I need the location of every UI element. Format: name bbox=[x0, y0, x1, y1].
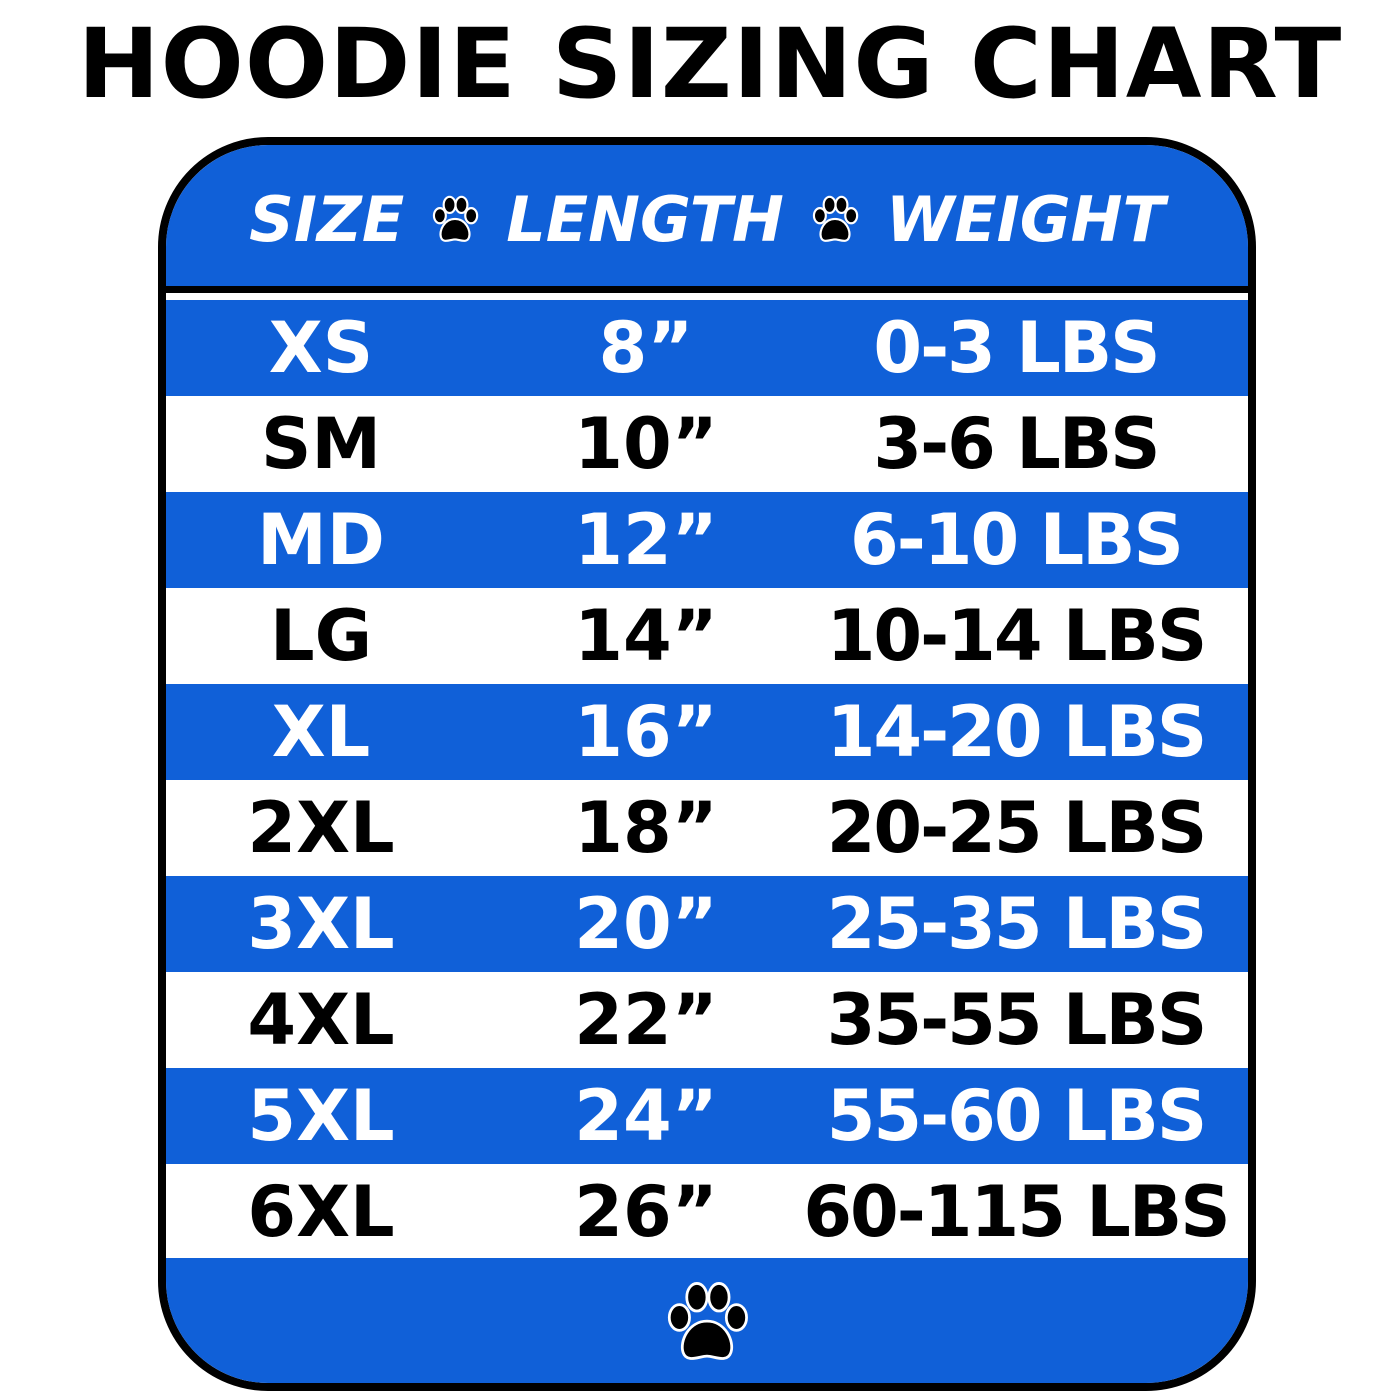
table-footer bbox=[166, 1258, 1248, 1383]
weight-cell: 25-35 LBS bbox=[826, 883, 1208, 965]
size-cell: 5XL bbox=[247, 1075, 395, 1157]
header-size: SIZE bbox=[249, 183, 405, 256]
paw-icon bbox=[812, 195, 859, 242]
length-cell: 8” bbox=[598, 307, 694, 389]
sizing-table: SIZE LENGTH WEIGHT XS 8” 0-3 LBS SM 10” 3-6 L… bbox=[158, 137, 1256, 1391]
table-row: XL 16” 14-20 LBS bbox=[166, 684, 1248, 780]
table-row: 5XL 24” 55-60 LBS bbox=[166, 1068, 1248, 1164]
paw-icon bbox=[433, 195, 479, 242]
weight-cell: 6-10 LBS bbox=[850, 499, 1184, 581]
header-length: LENGTH bbox=[506, 183, 784, 256]
table-row: 3XL 20” 25-35 LBS bbox=[166, 876, 1248, 972]
table-row: SM 10” 3-6 LBS bbox=[166, 396, 1248, 492]
length-cell: 26” bbox=[574, 1171, 718, 1253]
weight-cell: 55-60 LBS bbox=[826, 1075, 1208, 1157]
size-cell: 4XL bbox=[247, 979, 395, 1061]
size-cell: 3XL bbox=[247, 883, 395, 965]
length-cell: 16” bbox=[574, 691, 718, 773]
paw-icon bbox=[667, 1282, 748, 1360]
size-cell: 6XL bbox=[247, 1171, 395, 1253]
length-cell: 22” bbox=[574, 979, 718, 1061]
table-row: 4XL 22” 35-55 LBS bbox=[166, 972, 1248, 1068]
table-header: SIZE LENGTH WEIGHT bbox=[166, 145, 1248, 293]
table-row: 6XL 26” 60-115 LBS bbox=[166, 1164, 1248, 1260]
table-row: MD 12” 6-10 LBS bbox=[166, 492, 1248, 588]
size-cell: SM bbox=[260, 403, 382, 485]
length-cell: 18” bbox=[574, 787, 718, 869]
weight-cell: 3-6 LBS bbox=[873, 403, 1160, 485]
size-cell: 2XL bbox=[247, 787, 395, 869]
weight-cell: 10-14 LBS bbox=[826, 595, 1208, 677]
size-cell: XS bbox=[268, 307, 374, 389]
length-cell: 10” bbox=[574, 403, 718, 485]
page-title: HOODIE SIZING CHART bbox=[77, 8, 1343, 120]
length-cell: 12” bbox=[574, 499, 718, 581]
table-row: XS 8” 0-3 LBS bbox=[166, 300, 1248, 396]
size-cell: MD bbox=[257, 499, 385, 581]
weight-cell: 35-55 LBS bbox=[826, 979, 1208, 1061]
weight-cell: 0-3 LBS bbox=[873, 307, 1160, 389]
table-row: 2XL 18” 20-25 LBS bbox=[166, 780, 1248, 876]
weight-cell: 20-25 LBS bbox=[826, 787, 1208, 869]
length-cell: 14” bbox=[574, 595, 718, 677]
header-weight: WEIGHT bbox=[885, 183, 1165, 256]
weight-cell: 60-115 LBS bbox=[803, 1171, 1230, 1253]
length-cell: 24” bbox=[574, 1075, 718, 1157]
length-cell: 20” bbox=[574, 883, 718, 965]
weight-cell: 14-20 LBS bbox=[826, 691, 1208, 773]
table-row: LG 14” 10-14 LBS bbox=[166, 588, 1248, 684]
size-cell: LG bbox=[269, 595, 373, 677]
size-cell: XL bbox=[271, 691, 371, 773]
